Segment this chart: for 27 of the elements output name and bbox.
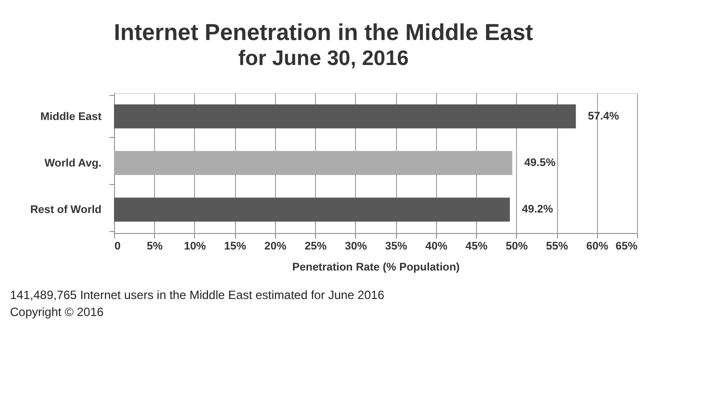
- y-tick-label: Rest of World: [30, 204, 102, 216]
- x-tick-label: 0: [114, 240, 121, 252]
- chart-subtitle: for June 30, 2016: [238, 47, 409, 70]
- x-tick-label: 20%: [264, 240, 287, 252]
- x-tick-label: 50%: [506, 240, 528, 252]
- x-tick-label: 35%: [385, 240, 408, 252]
- x-tick-label: 25%: [304, 240, 327, 252]
- x-tick-label: 55%: [546, 240, 568, 252]
- text: Copyright © 2016: [10, 305, 104, 319]
- x-tick-label: 45%: [466, 240, 488, 252]
- x-tick-label: 40%: [425, 240, 448, 252]
- y-tick-label: Middle East: [40, 110, 102, 123]
- bar: [114, 198, 510, 222]
- data-label: 49.2%: [522, 204, 554, 216]
- x-tick-label: 10%: [184, 240, 206, 252]
- y-tick-label: World Avg.: [44, 158, 102, 170]
- data-label: 57.4%: [588, 110, 620, 122]
- x-tick-label: 65%: [615, 240, 638, 252]
- x-tick-label: 60%: [586, 240, 608, 252]
- data-label: 49.5%: [524, 157, 556, 169]
- text: 141,489,765 Internet users in the Middle East estimated for June 2016: [10, 288, 385, 302]
- x-axis-title: Penetration Rate (% Population): [292, 262, 460, 274]
- x-tick-label: 30%: [344, 240, 368, 252]
- bar: [114, 104, 576, 128]
- x-tick-label: 5%: [146, 240, 163, 252]
- x-tick-label: 15%: [224, 240, 246, 252]
- chart-title: Internet Penetration in the Middle East: [114, 19, 534, 45]
